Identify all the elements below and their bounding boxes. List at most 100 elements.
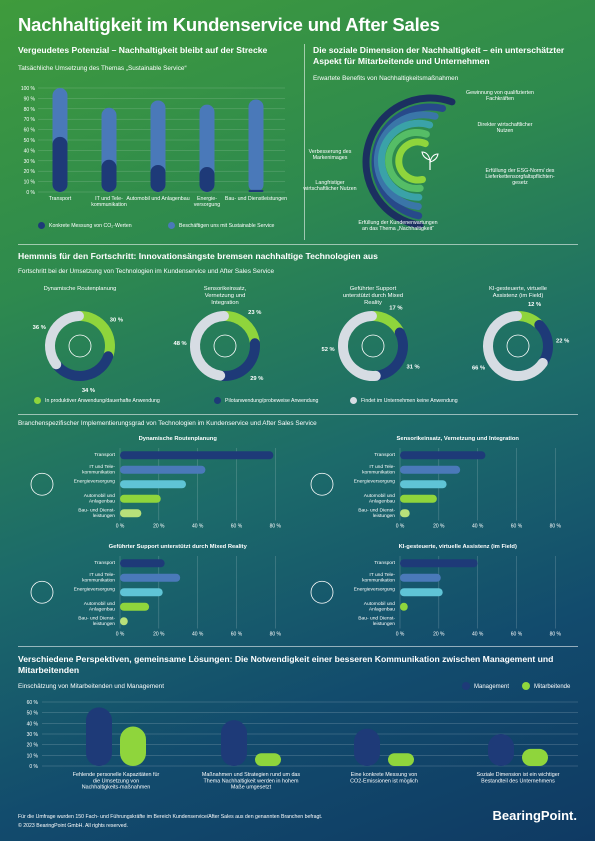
y-tick-label: 40 % [27, 721, 39, 727]
donut-slice [372, 327, 408, 381]
industry-bar [400, 480, 447, 489]
benefit-arc [362, 94, 456, 229]
x-tick-label: 20 % [433, 632, 445, 638]
donut-title: Geführter Support unterstützt durch Mixed… [343, 286, 403, 306]
benefit-arc [373, 111, 439, 210]
y-tick-label: Automobil und Anlagenbau [364, 601, 396, 613]
donut-value-label: 66 % [472, 366, 485, 372]
y-tick-label: Energieversorgung [74, 586, 116, 592]
y-tick-label: IT und Tele-kommunikation [82, 464, 115, 476]
legend-pilot-label: Pilotanwendung/probeweise Anwendung [225, 397, 319, 404]
donut-value-label: 29 % [250, 376, 263, 382]
industry-bar [400, 573, 441, 582]
donut-icon [506, 334, 530, 358]
legend-dot-icon [34, 397, 41, 404]
industry-bar [400, 465, 461, 474]
label-direkter-nutzen: Direkter wirtschaftlicher Nutzen [477, 122, 532, 134]
industry-bar [400, 559, 478, 568]
y-tick-label: IT und Tele-kommunikation [362, 464, 395, 476]
y-tick-label: Automobil und Anlagenbau [84, 493, 116, 505]
x-tick-label: Bau- und Dienstleistungen [225, 196, 287, 202]
label-markenimage: Verbesserung des Markenimages [309, 149, 352, 161]
x-tick-label: 20 % [153, 632, 165, 638]
donut-slice [514, 311, 543, 329]
x-tick-label: 40 % [472, 524, 484, 530]
industry-bar [400, 602, 408, 611]
panel-title: Dynamische Routenplanung [139, 436, 218, 442]
y-tick-label: Bau- und Dienst-leistungen [358, 507, 395, 519]
y-tick-label: Automobil und Anlagenbau [84, 601, 116, 613]
donut-value-label: 12 % [528, 302, 541, 308]
donut-icon [68, 334, 92, 358]
x-tick-label: 60 % [231, 632, 243, 638]
donut-value-label: 17 % [389, 305, 402, 311]
plant-leaf [421, 151, 431, 161]
y-tick-label: 90 % [24, 96, 36, 102]
donut-slice [190, 311, 229, 381]
donut-slice [76, 311, 115, 360]
x-tick-label: 0 % [396, 632, 405, 638]
bar-management [221, 720, 247, 766]
label-kundenerwartungen: Erfüllung der Kundenerwartungen an das Th… [358, 220, 437, 232]
bar-management [354, 728, 380, 766]
donut-value-label: 36 % [33, 325, 46, 331]
industry-bar [120, 602, 150, 611]
industry-bar [120, 573, 181, 582]
industry-bar [120, 588, 163, 597]
y-tick-label: Bau- und Dienst-leistungen [78, 507, 115, 519]
industry-bar [120, 559, 165, 568]
y-tick-label: 50 % [27, 711, 39, 717]
y-tick-label: 20 % [27, 743, 39, 749]
x-tick-label: Eine konkrete Messung von CO2-Emissionen … [350, 772, 418, 784]
legend-pilot: Pilotanwendung/probeweise Anwendung [214, 397, 318, 404]
benefit-arc [377, 119, 434, 201]
x-tick-label: 40 % [192, 524, 204, 530]
industry-bar [400, 509, 410, 518]
section5-heading: Verschiedene Perspektiven, gemeinsame Lö… [18, 654, 554, 675]
y-tick-label: 60 % [24, 128, 36, 134]
chart-perspectives: 60 % 50 % 40 % 30 % 20 % 10 % 0 % Management Mit… [27, 682, 578, 791]
technology-icon [310, 580, 334, 604]
y-tick-label: IT und Tele-kommunikation [362, 572, 395, 584]
donut-value-label: 52 % [321, 347, 334, 353]
divider [18, 646, 578, 647]
benefit-arc [395, 138, 429, 184]
x-tick-label: 0 % [116, 524, 125, 530]
y-tick-label: Automobil und Anlagenbau [364, 493, 396, 505]
donut-value-label: 34 % [82, 388, 95, 394]
section5-subtitle: Einschätzung von Mitarbeitenden und Mana… [18, 683, 165, 690]
chart-sustainable-service: 100 % 90 % 80 % 70 % 60 % 50 % 40 % 30 % 20 % 10 … [21, 86, 287, 208]
y-tick-label: 20 % [24, 169, 36, 175]
legend-dot-icon [214, 397, 221, 404]
donut-charts: Dynamische Routenplanung 30 % 34 % 36 % Sens… [33, 286, 570, 394]
x-tick-label: IT und Tele-kommunikation [91, 196, 127, 208]
divider [18, 244, 578, 245]
bar-co2 [52, 136, 68, 192]
legend-dot-icon [38, 222, 45, 229]
benefit-arc [385, 129, 430, 192]
y-tick-label: Bau- und Dienst-leistungen [78, 615, 115, 627]
x-tick-label: 80 % [550, 524, 562, 530]
donut-value-label: 23 % [248, 310, 261, 316]
donut-slice [52, 351, 114, 381]
y-tick-label: Energieversorgung [74, 478, 116, 484]
donut-value-label: 48 % [173, 341, 186, 347]
industry-bar [120, 480, 186, 489]
y-tick-label: Bau- und Dienst-leistungen [358, 615, 395, 627]
donut-title: Sensorikeinsatz, Vernetzung und Integratio… [204, 286, 247, 306]
donut-slice [217, 338, 260, 381]
section3-heading: Hemmnis für den Fortschritt: Innovations… [18, 251, 378, 261]
y-tick-label: 10 % [24, 180, 36, 186]
donut-slice [369, 311, 404, 336]
legend-sustainable: Beschäftigen uns mit Sustainable Service [168, 222, 274, 229]
bar-co2 [150, 164, 166, 192]
y-tick-label: 80 % [24, 107, 36, 113]
y-tick-label: 30 % [24, 159, 36, 165]
x-tick-label: Soziale Dimension ist ein wichtiger Besta… [477, 772, 560, 784]
y-tick-label: IT und Tele-kommunikation [82, 572, 115, 584]
brand-logo: BearingPoint. [492, 808, 577, 823]
y-tick-label: 0 % [29, 764, 38, 770]
page-title: Nachhaltigkeit im Kundenservice und Afte… [18, 14, 440, 35]
x-tick-label: 80 % [270, 524, 282, 530]
y-tick-label: 40 % [24, 148, 36, 154]
